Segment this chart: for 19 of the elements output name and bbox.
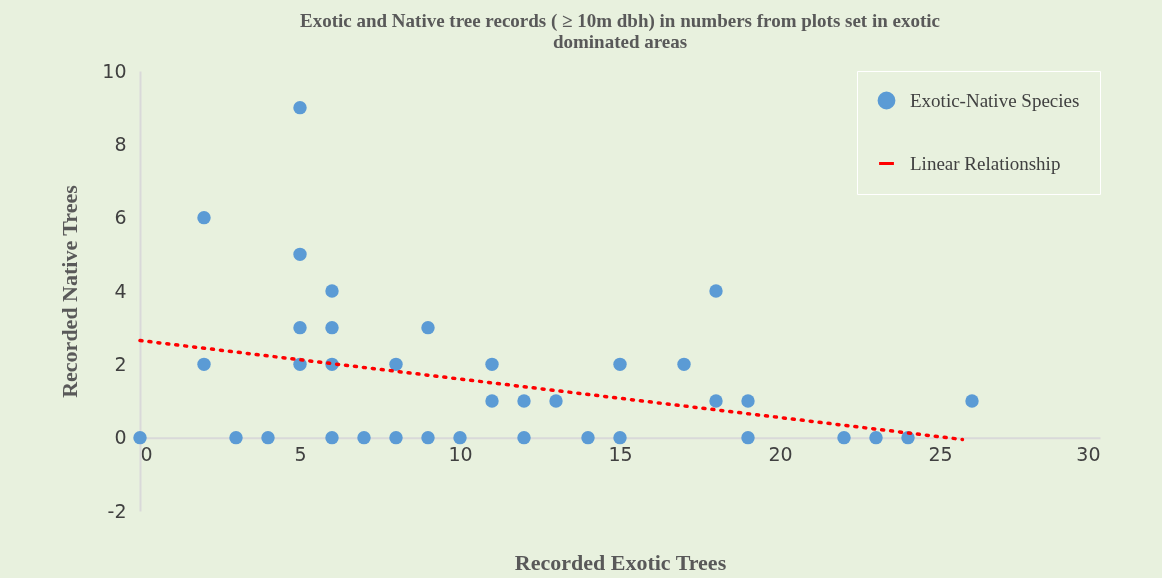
x-tick-label: 0 <box>140 443 153 466</box>
legend-label: Exotic-Native Species <box>910 89 1080 111</box>
y-tick-label: 10 <box>102 59 127 82</box>
y-axis-title: Recorded Native Trees <box>57 184 83 398</box>
x-axis-title: Recorded Exotic Trees <box>514 549 727 575</box>
x-tick-label: 25 <box>928 443 953 466</box>
chart-title: Exotic and Native tree records ( ≥ 10m dbh) in numbers from plots set in exotic dominated areas <box>299 10 941 52</box>
x-tick-label: 15 <box>608 443 633 466</box>
y-tick-label: 4 <box>114 279 127 302</box>
x-tick-label: 20 <box>768 443 793 466</box>
x-tick-label: 5 <box>294 443 307 466</box>
y-tick-label: -2 <box>107 499 127 522</box>
y-tick-label: 2 <box>114 352 127 375</box>
x-tick-label: 10 <box>448 443 473 466</box>
legend-label: Linear Relationship <box>910 152 1061 174</box>
y-tick-label: 0 <box>114 426 127 449</box>
y-tick-label: 6 <box>114 206 127 229</box>
y-tick-label: 8 <box>114 132 127 155</box>
x-tick-label: 30 <box>1076 443 1101 466</box>
